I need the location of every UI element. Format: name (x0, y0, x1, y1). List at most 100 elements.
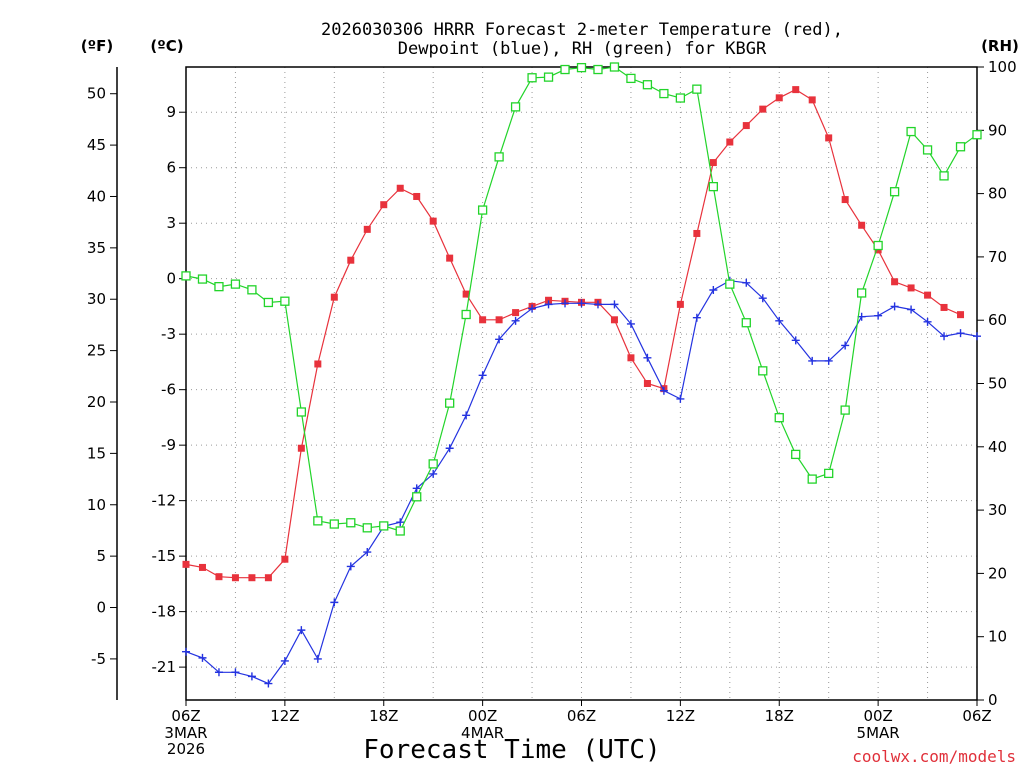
fahrenheit-tick-label: 50 (87, 85, 106, 103)
dewpoint-point (824, 356, 833, 365)
celsius-tick-label: -6 (161, 381, 176, 399)
rh-point (708, 181, 718, 192)
fahrenheit-tick-label: 10 (87, 496, 106, 514)
dewpoint-point (182, 647, 190, 656)
chart-title-line2: Dewpoint (blue), RH (green) for KBGR (398, 39, 767, 59)
rh-point (247, 285, 257, 295)
rh-tick-label: 10 (988, 628, 1007, 646)
x-axis-title: Forecast Time (UTC) (363, 735, 660, 765)
x-tick-label: 00Z (863, 707, 892, 725)
temperature-point (396, 184, 404, 192)
rh-point (428, 459, 438, 469)
x-tick-label: 18Z (369, 707, 398, 725)
rh-tick-label: 50 (988, 375, 1007, 393)
rh-point (609, 62, 620, 72)
temperature-point (924, 291, 932, 299)
x-tick-label: 06Z (567, 707, 596, 725)
rh-tick-label: 30 (988, 501, 1007, 519)
temperature-point (627, 354, 635, 362)
temperature-point (446, 254, 454, 262)
dewpoint-point (445, 444, 454, 453)
fahrenheit-tick-label: 35 (87, 239, 106, 257)
rh-point (889, 187, 900, 197)
x-date-label: 5MAR (857, 724, 900, 742)
celsius-tick-label: 6 (166, 159, 176, 177)
x-tick-label: 18Z (765, 707, 794, 725)
dewpoint-point (561, 299, 570, 308)
temperature-point (858, 221, 866, 229)
grid-layer (186, 67, 977, 700)
temperature-point (907, 284, 915, 292)
rh-unit-label: (RH) (981, 37, 1019, 55)
rh-point (873, 240, 883, 251)
dewpoint-point (280, 656, 289, 665)
fahrenheit-tick-label: 20 (87, 393, 106, 411)
temperature-point (726, 138, 734, 146)
rh-point (659, 88, 669, 99)
dewpoint-point (808, 356, 817, 365)
rh-tick-label: 40 (988, 438, 1007, 456)
x-tick-label: 12Z (666, 707, 695, 725)
dewpoint-point (775, 316, 784, 325)
x-date-label: 4MAR (461, 724, 504, 742)
fahrenheit-tick-label: 25 (87, 342, 106, 360)
temperature-point (231, 574, 239, 582)
dewpoint-point (692, 313, 701, 322)
dewpoint-point (940, 332, 949, 341)
rh-point (593, 64, 603, 75)
celsius-tick-label: -12 (152, 492, 177, 510)
dewpoint-point (874, 311, 883, 320)
temperature-point (759, 105, 767, 113)
celsius-tick-label: -9 (161, 436, 176, 454)
dewpoint-point (198, 653, 207, 662)
rh-point (774, 413, 784, 423)
rh-point (461, 309, 471, 320)
celsius-tick-label: -18 (152, 603, 177, 621)
rh-point (527, 73, 537, 83)
dewpoint-point (429, 469, 438, 478)
fahrenheit-tick-label: 0 (96, 599, 106, 617)
celsius-tick-label: 0 (166, 270, 176, 288)
dewpoint-point (462, 411, 471, 420)
rh-point (510, 102, 521, 112)
temperature-point (512, 309, 520, 317)
rh-point (329, 519, 339, 529)
rh-point (181, 271, 191, 281)
x-year-label: 2026 (167, 740, 205, 758)
temperature-point (297, 444, 305, 452)
rh-point (807, 474, 817, 484)
temperature-point (363, 225, 371, 233)
dewpoint-point (709, 285, 718, 294)
rh-point (230, 279, 241, 289)
temperature-point (742, 122, 750, 130)
dewpoint-point (396, 518, 405, 527)
dewpoint-point (363, 548, 372, 557)
fahrenheit-tick-label: 30 (87, 290, 106, 308)
rh-point (840, 405, 850, 415)
rh-point (972, 130, 982, 140)
temperature-point (479, 316, 487, 324)
dewpoint-point (742, 278, 751, 287)
temperature-point (248, 574, 256, 582)
rh-tick-label: 80 (988, 185, 1007, 203)
dewpoint-point (956, 329, 965, 338)
temperature-point (429, 217, 437, 225)
rh-point (379, 521, 389, 531)
rh-point (725, 279, 735, 289)
rh-tick-label: 70 (988, 248, 1007, 266)
fahrenheit-tick-label: 15 (87, 444, 106, 462)
temperature-point (462, 290, 470, 298)
temperature-point (808, 96, 816, 104)
dewpoint-point (511, 316, 520, 325)
temperature-point (775, 94, 783, 102)
dewpoint-point (626, 319, 635, 328)
temperature-point (792, 86, 800, 94)
rh-point (675, 93, 686, 103)
temperature-point (215, 573, 223, 581)
rh-point (313, 516, 323, 526)
rh-point (477, 205, 488, 215)
temperature-point (891, 278, 899, 286)
rh-point (214, 282, 224, 292)
